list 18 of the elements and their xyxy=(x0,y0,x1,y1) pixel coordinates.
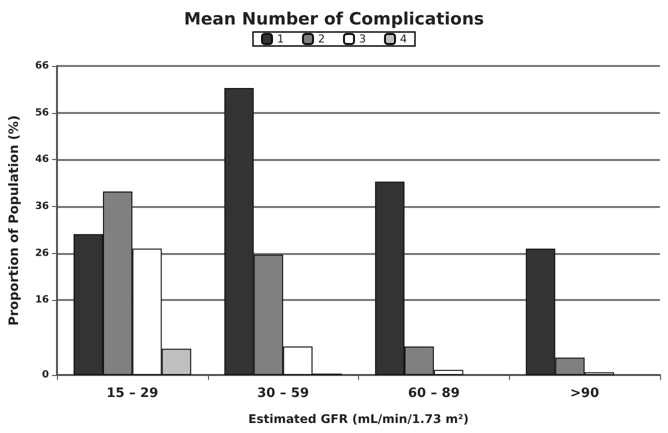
x-axis-title: Estimated GFR (mL/min/1.73 m²) xyxy=(248,412,469,426)
x-tick-label: >90 xyxy=(570,386,600,401)
x-tick-label: 15 – 29 xyxy=(106,386,158,401)
x-tick-label: 60 – 89 xyxy=(408,386,460,401)
chart-title: Mean Number of Complications xyxy=(184,10,484,30)
y-tick-label: 0 xyxy=(42,370,50,380)
legend-label: 2 xyxy=(318,32,325,46)
legend-label: 4 xyxy=(400,32,407,46)
x-tick-label: 30 – 59 xyxy=(257,386,309,401)
legend-label: 1 xyxy=(277,32,284,46)
y-tick-label: 66 xyxy=(35,60,50,72)
y-tick-label: 36 xyxy=(35,200,50,212)
legend-label: 3 xyxy=(359,32,366,46)
y-tick-label: 56 xyxy=(35,107,50,118)
y-tick-label: 26 xyxy=(35,248,50,259)
y-tick-label: 16 xyxy=(35,294,50,306)
y-axis-title: Proportion of Population (%) xyxy=(7,115,22,326)
y-tick-label: 46 xyxy=(35,154,50,166)
